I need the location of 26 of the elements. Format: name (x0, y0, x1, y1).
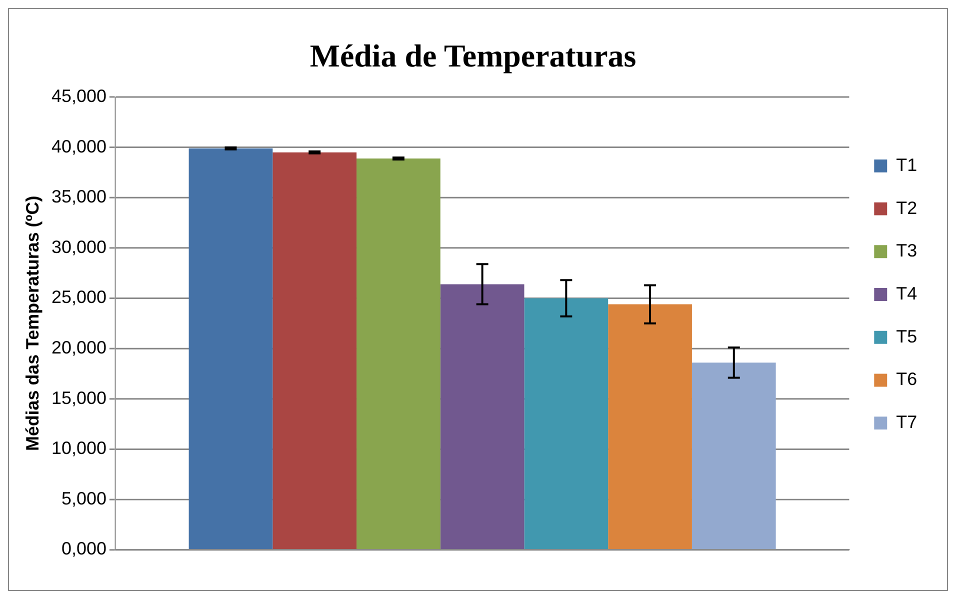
y-axis-title: Médias das Temperaturas (ºC) (22, 196, 43, 452)
y-tick-label: 25,000 (52, 287, 106, 308)
bar (356, 158, 440, 549)
legend-label: T2 (896, 198, 918, 218)
y-tick-label: 10,000 (52, 438, 106, 458)
legend-label: T1 (896, 154, 918, 175)
y-tick-label: 30,000 (52, 236, 106, 257)
bar (608, 304, 692, 549)
y-tick-label: 15,000 (52, 388, 106, 408)
bar (440, 284, 524, 549)
y-tick-label: 5,000 (62, 488, 106, 508)
y-tick-label: 35,000 (52, 186, 106, 207)
legend-label: T5 (896, 326, 918, 346)
y-tick-label: 0,000 (62, 538, 106, 559)
chart-title: Média de Temperaturas (310, 38, 636, 74)
legend-label: T6 (896, 369, 918, 390)
y-tick-label: 45,000 (52, 86, 106, 106)
bar (692, 362, 776, 549)
bar (272, 152, 357, 549)
legend-label: T3 (896, 240, 918, 261)
bar (524, 298, 608, 549)
legend-label: T7 (896, 412, 918, 432)
y-tick-label: 40,000 (52, 136, 106, 156)
y-tick-label: 20,000 (52, 338, 106, 358)
legend-label: T4 (896, 283, 918, 304)
bar (188, 148, 273, 549)
